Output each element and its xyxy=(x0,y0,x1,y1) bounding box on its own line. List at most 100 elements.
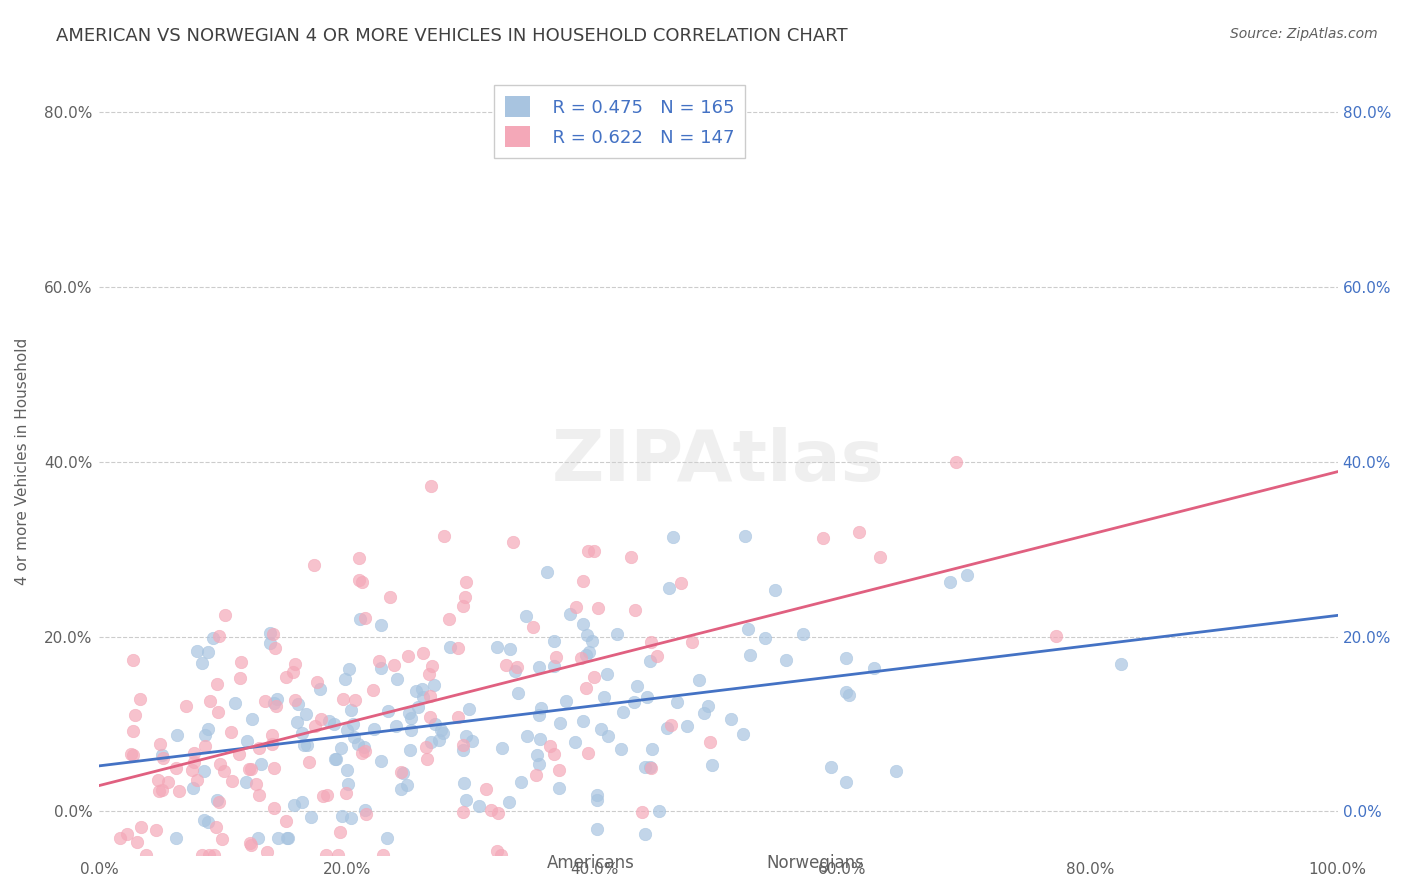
Americans xyxy=(576,628,599,642)
Norwegians xyxy=(347,550,370,565)
Norwegians xyxy=(869,550,891,565)
Norwegians xyxy=(583,543,606,558)
Norwegians xyxy=(247,788,270,802)
Americans xyxy=(399,711,422,725)
Americans xyxy=(259,626,281,640)
Norwegians xyxy=(148,773,170,788)
Americans xyxy=(186,644,208,658)
Americans xyxy=(486,640,509,654)
Norwegians xyxy=(121,748,143,763)
Norwegians xyxy=(373,848,395,863)
Norwegians xyxy=(433,529,456,543)
Americans xyxy=(318,714,340,729)
Americans xyxy=(634,760,657,774)
Norwegians xyxy=(524,768,547,782)
Norwegians xyxy=(326,848,349,863)
Americans xyxy=(634,827,657,841)
Norwegians xyxy=(176,698,198,713)
Norwegians xyxy=(354,807,377,822)
Norwegians xyxy=(583,670,606,684)
Norwegians xyxy=(451,599,474,614)
Americans xyxy=(792,627,814,641)
Americans xyxy=(862,661,884,675)
Americans xyxy=(571,617,593,632)
Americans xyxy=(506,686,529,700)
Norwegians xyxy=(311,712,333,726)
Norwegians xyxy=(205,820,228,834)
Norwegians xyxy=(281,665,304,679)
Norwegians xyxy=(546,650,568,665)
Americans xyxy=(337,777,360,791)
Norwegians xyxy=(659,718,682,732)
Norwegians xyxy=(437,611,460,625)
Americans xyxy=(658,581,681,595)
Americans xyxy=(536,565,558,579)
Americans xyxy=(555,694,578,708)
Americans xyxy=(427,733,450,747)
Americans xyxy=(591,723,613,737)
Americans xyxy=(439,640,461,654)
Americans xyxy=(181,780,204,795)
Norwegians xyxy=(572,574,595,589)
Norwegians xyxy=(260,728,283,742)
Norwegians xyxy=(229,656,252,670)
Americans xyxy=(1109,657,1132,671)
Americans xyxy=(740,648,762,662)
Americans xyxy=(277,830,299,845)
Americans xyxy=(503,665,526,679)
Norwegians xyxy=(165,761,187,775)
Americans xyxy=(406,700,429,714)
Norwegians xyxy=(122,653,145,667)
Norwegians xyxy=(578,544,600,558)
Norwegians xyxy=(284,657,307,672)
Norwegians xyxy=(253,694,276,708)
Text: AMERICAN VS NORWEGIAN 4 OR MORE VEHICLES IN HOUSEHOLD CORRELATION CHART: AMERICAN VS NORWEGIAN 4 OR MORE VEHICLES… xyxy=(56,27,848,45)
Americans xyxy=(412,690,434,705)
Norwegians xyxy=(586,600,609,615)
Norwegians xyxy=(284,693,307,707)
Norwegians xyxy=(124,707,146,722)
Americans xyxy=(193,814,215,828)
Norwegians xyxy=(415,740,437,755)
Norwegians xyxy=(212,764,235,778)
Americans xyxy=(527,757,550,772)
Americans xyxy=(292,738,315,752)
Norwegians xyxy=(569,651,592,665)
Norwegians xyxy=(312,789,335,803)
Norwegians xyxy=(343,693,366,707)
Americans xyxy=(202,632,225,646)
Norwegians xyxy=(228,747,250,762)
Americans xyxy=(405,684,427,698)
Norwegians xyxy=(502,535,524,549)
Americans xyxy=(884,764,907,778)
Norwegians xyxy=(813,531,835,545)
Norwegians xyxy=(640,634,662,648)
Norwegians xyxy=(191,848,214,863)
Americans xyxy=(693,706,716,720)
Norwegians xyxy=(238,762,260,776)
Americans xyxy=(267,830,290,845)
Americans xyxy=(197,723,219,737)
Americans xyxy=(700,757,723,772)
Norwegians xyxy=(353,744,375,758)
Americans xyxy=(370,617,392,632)
Americans xyxy=(423,717,446,731)
Americans xyxy=(285,714,308,729)
Norwegians xyxy=(194,739,217,753)
Americans xyxy=(336,723,359,737)
Norwegians xyxy=(335,787,357,801)
Norwegians xyxy=(329,825,352,839)
Norwegians xyxy=(575,681,598,696)
Norwegians xyxy=(506,659,529,673)
Americans xyxy=(432,726,454,740)
Norwegians xyxy=(247,740,270,755)
Americans xyxy=(640,654,662,668)
Norwegians xyxy=(353,611,375,625)
Americans xyxy=(370,661,392,675)
Norwegians xyxy=(148,784,170,798)
Norwegians xyxy=(266,698,288,713)
Norwegians xyxy=(454,574,477,589)
Norwegians xyxy=(256,846,278,860)
Norwegians xyxy=(276,670,298,684)
Norwegians xyxy=(186,773,208,788)
